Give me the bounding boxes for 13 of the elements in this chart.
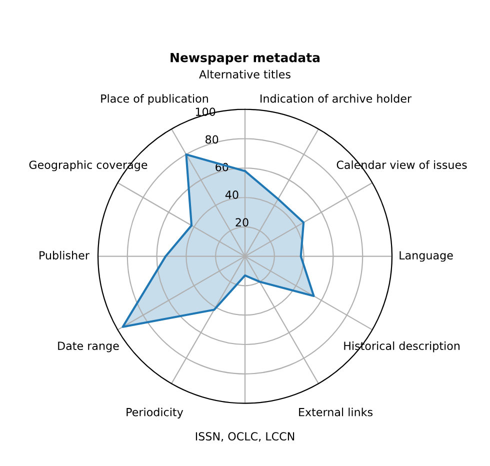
spoke-label: Alternative titles <box>199 70 290 78</box>
y-tick-label: 80 <box>206 135 218 144</box>
y-tick-label: 20 <box>236 218 248 227</box>
y-tick-label: 40 <box>225 190 238 199</box>
spoke-label: Place of publication <box>101 94 208 105</box>
spoke-label: Language <box>400 251 453 262</box>
chart-title: Newspaper metadata <box>170 52 320 65</box>
spoke-label: Date range <box>58 342 119 352</box>
spoke-label: Periodicity <box>126 408 184 418</box>
spoke-label: ISSN, OCLC, LCCN <box>196 432 294 442</box>
spoke-label: External links <box>299 408 373 416</box>
spoke-label: Indication of archive holder <box>260 94 412 103</box>
spoke-label: Publisher <box>40 250 90 260</box>
